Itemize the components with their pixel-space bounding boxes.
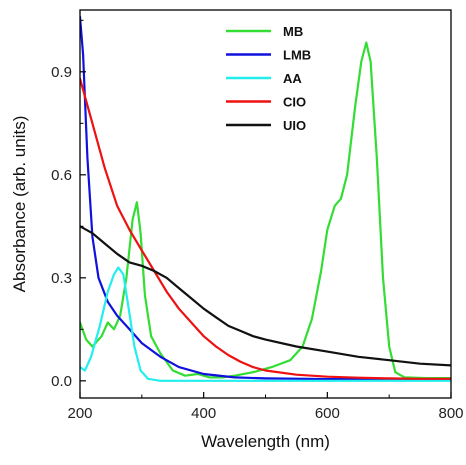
legend-label-uio: UIO	[283, 118, 306, 133]
series-line-mb	[80, 41, 451, 380]
legend-label-cio: CIO	[283, 95, 306, 110]
x-tick-label: 400	[191, 405, 216, 422]
x-axis-label: Wavelength (nm)	[201, 432, 330, 451]
legend: MB LMB AA CIO UIO	[226, 24, 311, 133]
series-line-lmb	[80, 15, 451, 381]
legend-label-lmb: LMB	[283, 48, 311, 63]
legend-label-aa: AA	[283, 71, 302, 86]
y-axis-ticks: 0.0 0.3 0.6 0.9	[51, 19, 86, 390]
series-line-aa	[80, 266, 451, 382]
y-tick-label: 0.3	[51, 270, 72, 287]
y-tick-label: 0.9	[51, 64, 72, 81]
series-line-cio	[80, 77, 451, 380]
legend-label-mb: MB	[283, 24, 303, 39]
series-line-uio	[80, 225, 451, 367]
y-tick-label: 0.6	[51, 167, 72, 184]
y-tick-label: 0.0	[51, 373, 72, 390]
x-tick-label: 600	[315, 405, 340, 422]
x-tick-label: 200	[67, 405, 92, 422]
x-tick-label: 800	[438, 405, 463, 422]
x-axis-ticks: 200 400 600 800	[67, 392, 464, 422]
y-axis-label: Absorbance (arb. units)	[10, 116, 29, 293]
series-lines	[80, 15, 451, 382]
